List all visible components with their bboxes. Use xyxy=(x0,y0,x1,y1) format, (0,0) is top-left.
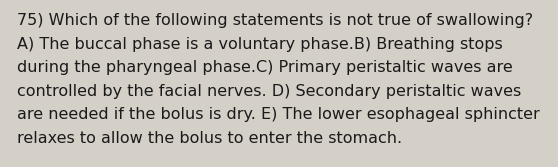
Text: A) The buccal phase is a voluntary phase.B) Breathing stops: A) The buccal phase is a voluntary phase… xyxy=(17,37,503,51)
Text: are needed if the bolus is dry. E) The lower esophageal sphincter: are needed if the bolus is dry. E) The l… xyxy=(17,107,540,122)
Text: controlled by the facial nerves. D) Secondary peristaltic waves: controlled by the facial nerves. D) Seco… xyxy=(17,84,521,99)
Text: during the pharyngeal phase.C) Primary peristaltic waves are: during the pharyngeal phase.C) Primary p… xyxy=(17,60,513,75)
Text: 75) Which of the following statements is not true of swallowing?: 75) Which of the following statements is… xyxy=(17,13,533,28)
Text: relaxes to allow the bolus to enter the stomach.: relaxes to allow the bolus to enter the … xyxy=(17,130,402,145)
